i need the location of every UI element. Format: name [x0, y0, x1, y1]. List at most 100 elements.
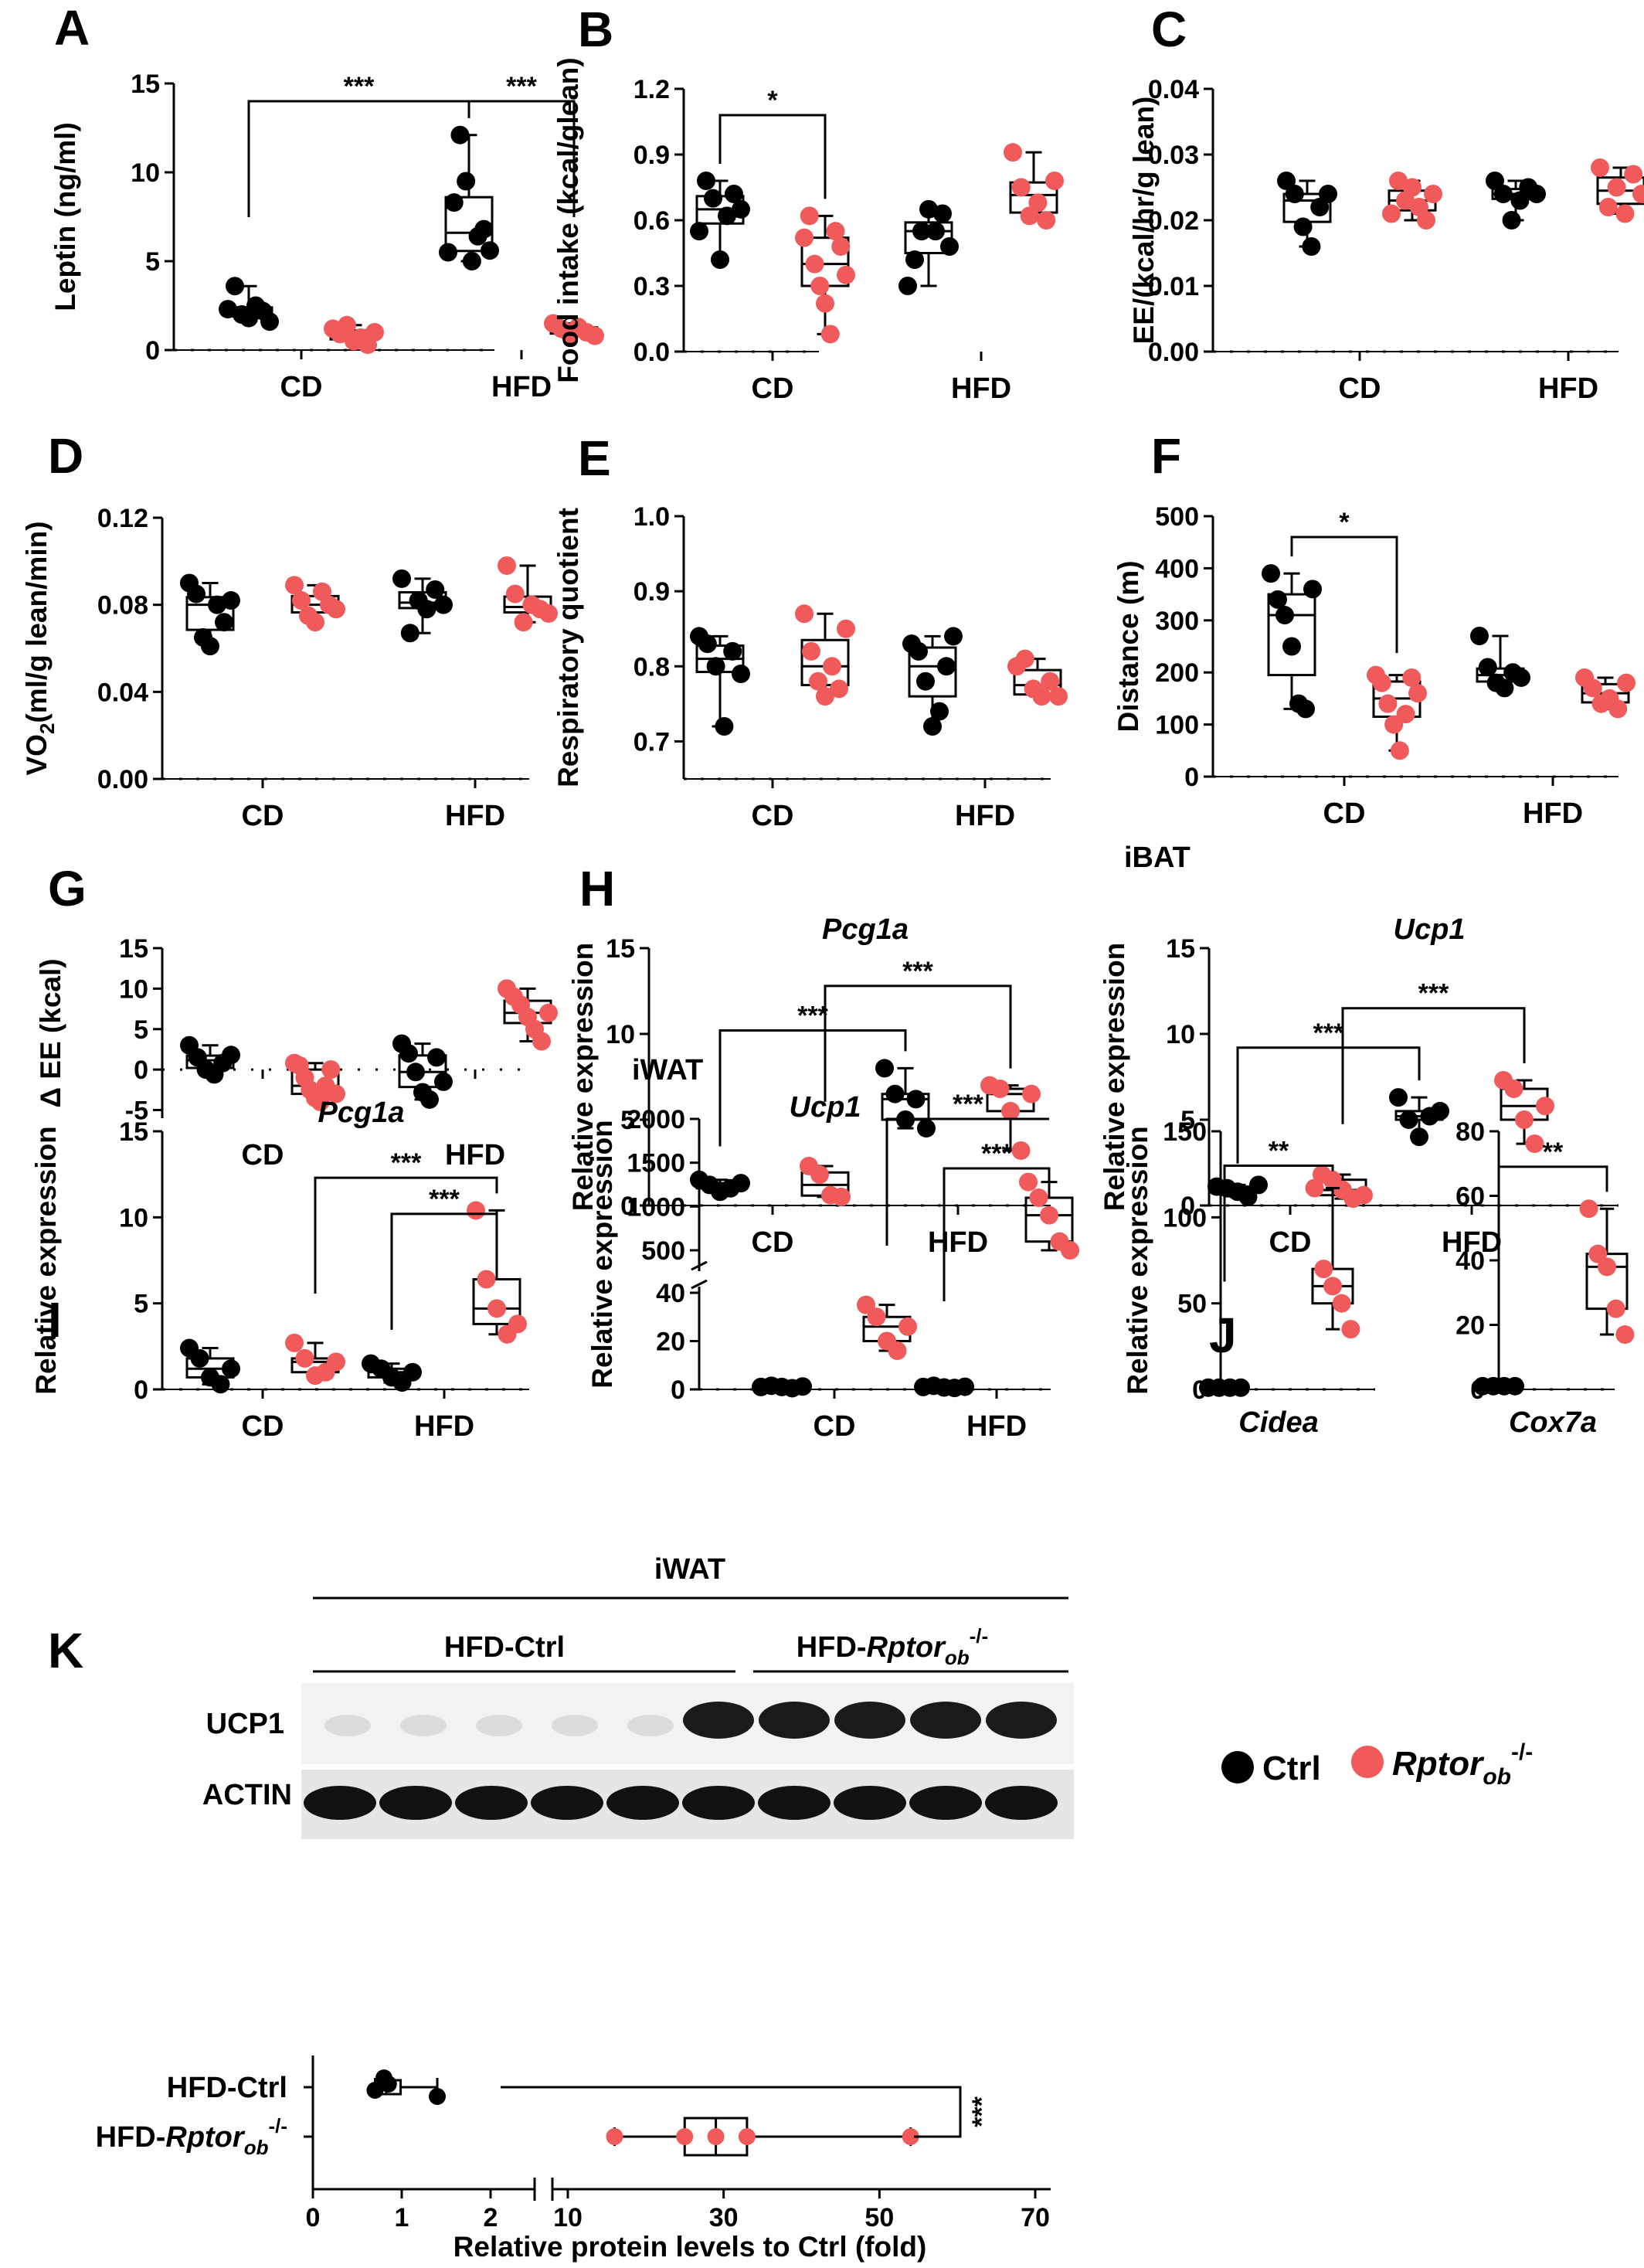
y-tick-label: 0 — [1180, 1192, 1195, 1221]
box-ko-CD-point — [306, 613, 324, 632]
significance-0-label: *** — [953, 1090, 983, 1119]
box-ctrl-CD-point — [222, 591, 240, 610]
box-ctrl-HFD-point — [474, 219, 494, 239]
y-tick-label: 20 — [1455, 1311, 1485, 1341]
actin-band — [682, 1786, 755, 1820]
box-ko-Cox7a-point — [1579, 1199, 1598, 1219]
box-ko-HFD-point — [1040, 1205, 1058, 1225]
legend-ctrl-label: Ctrl — [1262, 1749, 1321, 1787]
y-tick-label: 100 — [1163, 1203, 1207, 1233]
box-ko-CD-point — [830, 679, 848, 699]
axis-break-mark — [691, 1279, 708, 1290]
box-ctrl-CD-point — [1249, 1175, 1268, 1195]
box-ctrl-CD-point — [706, 657, 725, 676]
box-ko-CD-point — [857, 1295, 875, 1314]
significance-0-bracket — [885, 1117, 1049, 1246]
box-ctrl-CD-point — [732, 665, 750, 683]
box-ctrl-CD-point — [1293, 217, 1313, 236]
box-ko-HFD-point — [1591, 158, 1609, 177]
box-ctrl-CD-point — [1310, 198, 1330, 216]
panel-I1: 0 5 10 15 Relative expression CD HFD ****** I Pcg… — [30, 1097, 529, 1443]
gene-title: Pcg1a — [822, 913, 909, 946]
ucp1-band — [683, 1702, 754, 1739]
box-ko-Cidea-point — [1332, 1294, 1351, 1313]
y-axis-title: VO2(ml/g lean/min) — [21, 521, 59, 775]
legend-ko-name: Rptor — [1392, 1745, 1485, 1783]
legend-ko-label: Rptorob-/- — [1392, 1739, 1533, 1790]
box-ko-HFD-point — [1608, 699, 1628, 719]
box-ctrl-HFD-point — [885, 1084, 905, 1103]
group-ko-label: HFD-Rptorob-/- — [797, 1624, 988, 1669]
box-ko-CD-point — [285, 1333, 304, 1352]
ucp1-band — [834, 1702, 905, 1739]
box-ctrl-HFD-point — [875, 1059, 894, 1078]
box-ko-CD-point — [867, 1307, 886, 1327]
y-tick-label: 0.9 — [633, 141, 670, 170]
significance-0-bracket — [247, 100, 470, 217]
category-label: HFD — [1523, 797, 1583, 830]
box-ctrl-HFD-point — [1399, 1110, 1418, 1129]
box-ctrl-CD-point — [208, 595, 226, 614]
panel-I2: 0 20 40 500 1000 1500 2000 Relative expression C… — [586, 1054, 1079, 1443]
tissue-title: iWAT — [654, 1553, 725, 1586]
x-tick-label: 30 — [709, 2203, 739, 2232]
significance-0-label: *** — [344, 72, 375, 101]
legend-ko-sup: -/- — [1511, 1739, 1533, 1765]
box-ctrl-HFD-point — [434, 1072, 453, 1091]
box-ctrl-CD-point — [690, 222, 708, 241]
box-ctrl-CD-point — [187, 584, 206, 604]
group-ko-prefix: HFD- — [797, 1631, 867, 1664]
y-tick-label: 0.02 — [1148, 206, 1199, 236]
y-tick-label: 15 — [131, 70, 160, 99]
y-tick-label: 150 — [1163, 1117, 1207, 1147]
box-ctrl-CD-point — [697, 172, 715, 190]
cat-sub: ob — [244, 2136, 269, 2159]
box-ko-CD-point — [1390, 741, 1409, 760]
actin-band — [455, 1786, 528, 1820]
actin-band — [379, 1786, 452, 1820]
box-ctrl-CD-point — [793, 1377, 812, 1396]
box-ctrl-CD-point — [725, 185, 743, 203]
box-ctrl-HFD-point — [905, 250, 924, 269]
box-ko-CD-point — [837, 619, 855, 638]
box-ko-Cox7a-point — [1588, 1244, 1608, 1263]
ucp1-band-faint — [400, 1715, 447, 1736]
box-ctrl-HFD-point — [426, 580, 445, 599]
box-ko-Cidea-point — [1341, 1320, 1360, 1339]
box-ctrl-point — [366, 2082, 384, 2099]
box-ko-HFD-point — [539, 604, 558, 623]
panel-letter: E — [578, 430, 611, 486]
box-ctrl-CD-point — [219, 300, 237, 319]
box-ko-CD-point — [795, 604, 814, 624]
y-axis-title: Relative expression — [586, 1120, 618, 1389]
box-ko-HFD-point — [514, 613, 533, 632]
box-ko-CD-point — [327, 1084, 345, 1103]
significance-label: *** — [967, 2096, 997, 2127]
box-ctrl-CD-point — [715, 717, 734, 736]
box-ko-CD-point — [1389, 172, 1408, 190]
category-label: HFD — [955, 800, 1015, 832]
box-ctrl-HFD-point — [427, 1048, 446, 1067]
cat-name: Rptor — [165, 2121, 246, 2154]
box-ctrl-CD-point — [211, 1375, 230, 1394]
box-ko-point — [707, 2128, 725, 2145]
box-ctrl-HFD-point — [1486, 172, 1504, 190]
box-ctrl-HFD-point — [916, 672, 935, 691]
significance-1-label: *** — [981, 1139, 1012, 1168]
panel-J2: 020406080Cox7a** — [1455, 1117, 1635, 1439]
actin-band — [758, 1786, 830, 1820]
y-tick-label: 10 — [1166, 1020, 1195, 1049]
y-axis-title: Relative expression — [30, 1126, 62, 1395]
y-tick-label: 0.12 — [97, 504, 148, 533]
ucp1-band — [910, 1702, 981, 1739]
box-ko-Cidea-point — [1323, 1277, 1342, 1296]
y-tick-label: 2000 — [627, 1105, 685, 1134]
box-ko-CD-point — [805, 254, 824, 274]
category-label: CD — [1323, 797, 1366, 830]
box-ko-HFD-point — [487, 1299, 506, 1318]
box-ko-CD-point — [809, 672, 827, 691]
category-label: HFD — [966, 1410, 1027, 1443]
panel-letter: B — [578, 2, 613, 57]
box-ctrl-HFD-point — [1410, 1127, 1428, 1147]
y-tick-label: 0.6 — [633, 206, 670, 236]
